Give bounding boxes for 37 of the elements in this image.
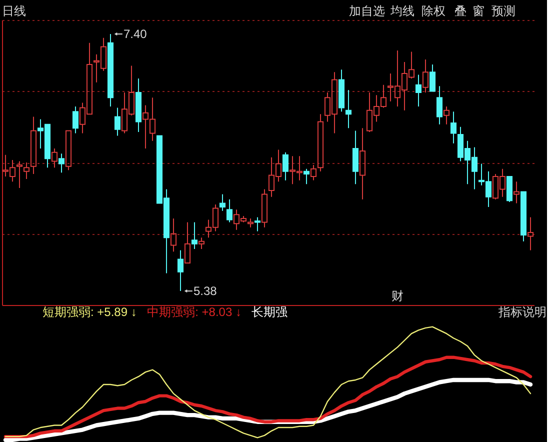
candlestick [450,111,457,144]
text: 长期强 [252,305,288,319]
annotation: 5.38 [193,284,218,298]
candlestick [310,164,317,181]
annotation: 指标说明 [498,305,546,319]
candlestick [527,216,534,251]
candlestick [107,33,114,108]
candlestick [422,58,429,94]
candlestick [16,160,23,188]
text: 除权 [422,4,446,18]
text: 短期强弱: +5.89 ↓ [42,305,137,319]
candlestick [51,148,58,168]
text: 中期强弱: +8.03 ↓ [147,305,242,319]
candlestick [198,237,205,250]
candlestick [415,74,422,108]
candlestick [359,128,366,200]
candlestick [317,114,324,172]
text: 窗 [472,4,484,18]
text: 均线 [390,4,414,18]
candlestick [443,106,450,125]
candlestick [261,188,268,228]
candlestick [247,218,254,228]
candlestick [72,106,79,134]
candlestick [436,86,443,125]
candlestick [352,130,359,185]
candlestick [30,116,37,174]
text: 加自选 [349,4,385,18]
annotation: 7.40 [123,26,148,41]
candlestick [191,222,198,250]
candlestick [23,162,30,180]
candlestick [345,89,352,129]
candlestick [170,218,177,252]
text: 日线 [2,4,26,18]
candlestick [135,78,142,132]
text: 预测 [492,4,516,18]
annotation: 财 [392,289,404,303]
text: 叠 [454,4,466,18]
